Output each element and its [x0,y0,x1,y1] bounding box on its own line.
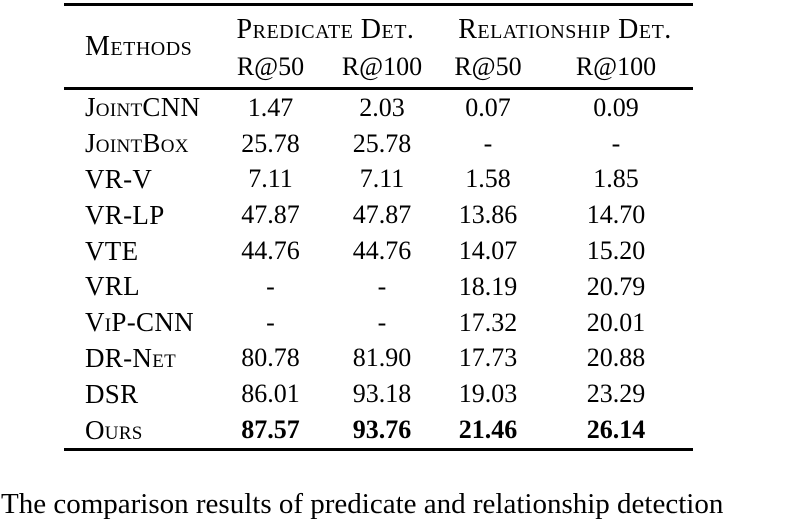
value-cell: 25.78 [352,128,412,158]
value-cell: 1.47 [247,92,294,122]
value-cell: 26.14 [586,415,646,445]
value-cell: 44.76 [352,236,412,266]
table-row: VRL - - 18.19 20.79 [64,269,693,305]
value-cell: 47.87 [352,200,412,230]
value-cell: 1.85 [593,164,639,194]
value-cell: - [266,271,275,301]
subheader-relationship-r100: R@100 [575,52,657,81]
table-row: JointBox 25.78 25.78 - - [64,126,693,162]
method-name: VTE [85,235,139,266]
value-cell: 14.07 [458,236,518,266]
method-name: DSR [85,378,139,409]
subheader-predicate-r50: R@50 [236,52,305,81]
value-cell: 20.88 [586,343,646,373]
value-cell: 1.58 [465,164,511,194]
value-cell: - [266,307,275,337]
table-row: VR-V 7.11 7.11 1.58 1.85 [64,162,693,198]
group-header-relationship-det: Relationship Det. [458,13,672,45]
table-row: JointCNN 1.47 2.03 0.07 0.09 [64,90,693,126]
value-cell: 87.57 [241,415,300,445]
subheader-relationship-r50: R@50 [454,52,522,81]
method-name: JointCNN [85,92,201,123]
results-table: Methods Predicate Det. Relationship Det.… [64,3,693,451]
value-cell: 23.29 [586,379,646,409]
table-top-rule [64,3,693,6]
method-name: VR-V [85,163,153,194]
group-header-predicate-det: Predicate Det. [236,13,415,45]
value-cell: 18.19 [458,271,518,301]
methods-column-header: Methods [85,30,193,62]
value-cell: 21.46 [458,415,518,445]
value-cell: 14.70 [586,200,646,230]
value-cell: 17.73 [458,343,518,373]
method-name: Ours [85,414,143,445]
value-cell: 93.18 [352,379,412,409]
table-row: ViP-CNN - - 17.32 20.01 [64,305,693,341]
table-row: VR-LP 47.87 47.87 13.86 14.70 [64,197,693,233]
value-cell: - [377,307,387,337]
value-cell: 80.78 [241,343,300,373]
value-cell: 0.09 [593,92,639,122]
method-name: JointBox [85,128,189,159]
table-row: DR-Net 80.78 81.90 17.73 20.88 [64,341,693,377]
value-cell: 19.03 [458,379,518,409]
value-cell: 0.07 [465,92,511,122]
value-cell: 2.03 [359,92,405,122]
table-bottom-rule [64,447,693,451]
value-cell: 20.01 [586,307,646,337]
method-name: ViP-CNN [85,307,194,338]
value-cell: 7.11 [248,164,293,194]
value-cell: 15.20 [586,236,646,266]
value-cell: 7.11 [359,164,405,194]
value-cell: 17.32 [458,307,518,337]
value-cell: - [483,128,493,158]
value-cell: - [377,271,387,301]
table-mid-rule [64,87,693,90]
value-cell: 47.87 [241,200,300,230]
value-cell: - [611,128,621,158]
value-cell: 20.79 [586,271,646,301]
table-header: Methods Predicate Det. Relationship Det.… [64,6,693,87]
value-cell: 86.01 [241,379,300,409]
method-name: DR-Net [85,342,177,373]
value-cell: 44.76 [241,236,300,266]
value-cell: 13.86 [458,200,518,230]
method-name: VR-LP [85,199,165,230]
table-row: DSR 86.01 93.18 19.03 23.29 [64,376,693,412]
method-name: VRL [85,271,140,302]
value-cell: 93.76 [352,415,412,445]
table-row: VTE 44.76 44.76 14.07 15.20 [64,233,693,269]
table-caption: The comparison results of predicate and … [1,488,724,520]
table-row: Ours 87.57 93.76 21.46 26.14 [64,412,693,448]
subheader-predicate-r100: R@100 [341,52,423,81]
value-cell: 25.78 [241,128,300,158]
value-cell: 81.90 [352,343,412,373]
table-body: JointCNN 1.47 2.03 0.07 0.09 JointBox 25.78 25.… [64,90,693,448]
